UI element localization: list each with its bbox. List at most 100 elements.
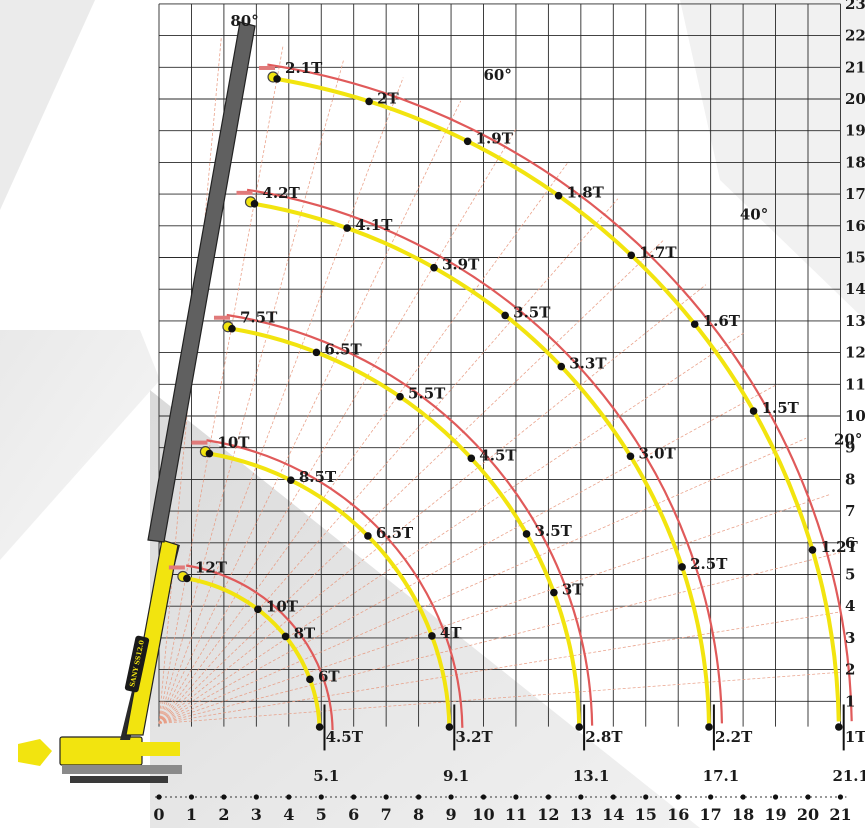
outer-arc [267,63,853,722]
load-label: 2.2T [715,728,753,746]
x-tick-label: 6 [348,805,359,824]
inner-arc [209,451,452,729]
load-label: 6.5T [324,340,362,358]
x-tick-label: 11 [505,805,527,824]
x-tick-label: 14 [602,805,624,824]
x-tick-dot [578,794,584,800]
x-tick-label: 21 [829,805,851,824]
load-label: 1.2T [820,538,858,556]
x-tick-dot [156,794,162,800]
y-tick-label: 6 [845,534,855,552]
boom-tip-icon [191,440,208,445]
angle-line [158,198,619,724]
crane-front-bumper [18,739,52,766]
load-label: 5.5T [408,385,446,403]
y-tick-label: 10 [845,407,865,425]
y-tick-label: 16 [845,217,865,235]
x-tick-dot [675,794,681,800]
x-tick-dot [643,794,649,800]
x-tick-label: 18 [732,805,754,824]
inner-arc [186,576,322,731]
y-tick-label: 7 [845,502,855,520]
load-point [557,362,566,371]
y-tick-label: 4 [845,597,855,615]
x-tick-dot [383,794,389,800]
load-markers [168,65,843,731]
load-point [467,454,476,463]
load-label: 8.5T [299,468,337,486]
y-tick-label: 9 [845,439,855,457]
load-label: 2.8T [585,728,623,746]
x-tick-dot [318,794,324,800]
angle-label: 40° [740,205,768,223]
outer-arc [206,439,464,728]
load-point [678,563,686,571]
x-tick-dot [480,794,487,800]
load-labels: 12T10T8T6T4.5T10T8.5T6.5T4T3.2T7.5T6.5T5… [195,12,865,785]
x-tick-dot [610,794,616,800]
x-tick-dot [448,794,454,800]
load-point [690,320,699,328]
load-point [364,532,372,540]
angle-line [158,494,830,724]
x-tick-label: 15 [635,805,657,824]
load-point [554,191,563,200]
x-tick-dot [513,794,519,800]
x-tick-dot [740,794,746,800]
x-tick-label: 5 [316,805,327,824]
y-tick-label: 2 [845,661,855,679]
boom-tip-icon [213,315,230,320]
y-tick-label: 5 [845,566,855,584]
load-label: 2.5T [690,555,728,573]
angle-line [158,128,517,724]
y-tick-label: 8 [845,470,855,488]
load-label: 1.9T [476,129,514,147]
crane-boom-telescopic [147,21,256,543]
load-label: 3.0T [638,444,676,462]
angle-label: 80° [230,12,258,30]
y-tick-label: 17 [845,185,865,203]
load-label: 4.5T [326,728,364,746]
y-tick-label: 3 [845,629,855,647]
load-point [250,200,259,208]
radius-label: 5.1 [313,767,339,785]
load-label: 2T [377,89,399,107]
angle-line [158,284,707,724]
load-point [575,723,584,731]
load-label: 3T [562,581,584,599]
load-label: 2.1T [285,59,323,77]
radius-label: 13.1 [573,767,610,785]
load-point [228,324,236,333]
x-tick-dot [416,794,422,800]
crane-brand-plate [124,635,150,693]
axes: 0 1 2 3 4 5 6 7 8 9 10 11 12 13 14 15 16 17 18 19 20 21123456… [153,0,865,824]
load-label: 4.1T [355,216,393,234]
load-point [430,263,438,272]
x-tick-dot [837,794,844,800]
load-label: 6T [318,667,340,685]
load-point [808,546,817,554]
angle-line [158,77,404,724]
x-tick-label: 19 [764,805,786,824]
load-label: 12T [195,558,228,576]
load-point [705,723,713,731]
y-tick-label: 11 [845,375,865,393]
y-tick-label: 13 [845,312,865,330]
x-tick-dot [253,794,259,800]
y-tick-label: 21 [845,58,865,76]
y-tick-label: 19 [845,122,865,140]
inner-arc [254,201,711,724]
boom-tip-icon [236,190,253,195]
bg-shade-left [0,330,160,560]
load-point [522,530,531,538]
x-tick-label: 2 [218,805,229,824]
load-point [463,137,472,146]
load-point [365,97,373,106]
load-point [281,632,290,641]
crane-deck [138,742,180,756]
y-tick-label: 18 [845,153,865,171]
load-point [445,723,454,731]
load-label: 1.7T [639,243,677,261]
